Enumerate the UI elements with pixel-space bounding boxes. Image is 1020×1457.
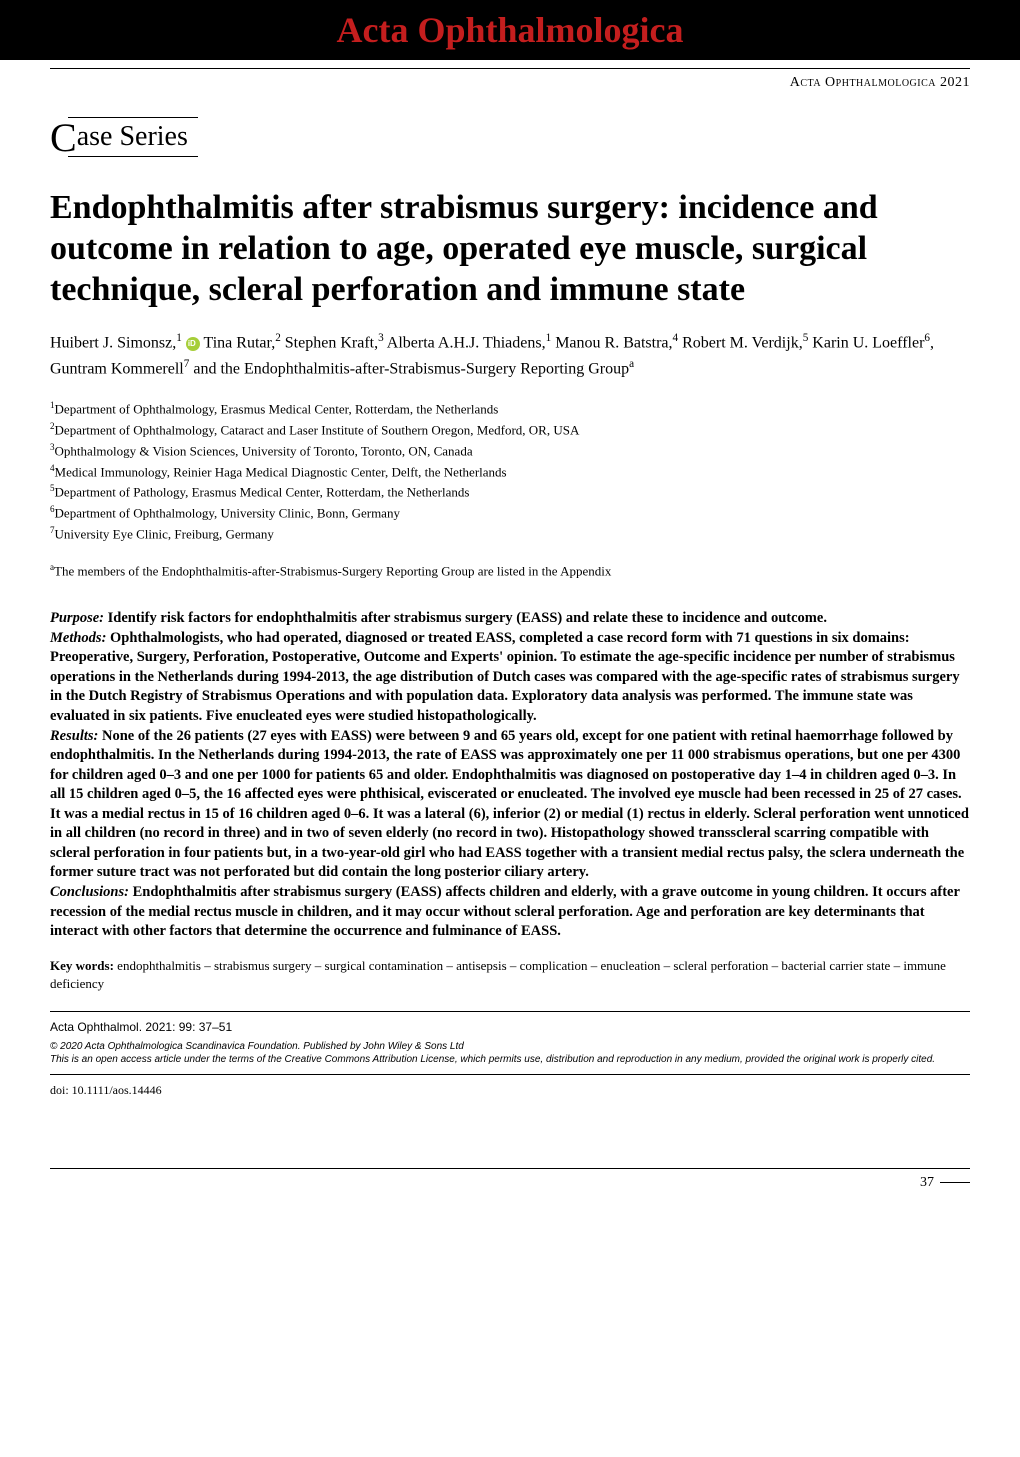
section-dropcap: C <box>50 115 77 160</box>
abstract-methods: Methods: Ophthalmologists, who had opera… <box>50 629 970 727</box>
purpose-text: Identify risk factors for endophthalmiti… <box>104 610 827 626</box>
affiliation: 1Department of Ophthalmology, Erasmus Me… <box>50 399 970 419</box>
journal-banner: Acta Ophthalmologica <box>0 0 1020 60</box>
section-rest: ase Series <box>77 121 188 152</box>
affiliation: 7University Eye Clinic, Freiburg, German… <box>50 524 970 544</box>
purpose-heading: Purpose: <box>50 610 104 626</box>
keywords-text: endophthalmitis – strabismus surgery – s… <box>50 958 946 991</box>
doi: doi: 10.1111/aos.14446 <box>50 1083 970 1098</box>
author-list: Huibert J. Simonsz,1 Tina Rutar,2 Stephe… <box>50 330 970 381</box>
copyright-line-2: This is an open access article under the… <box>50 1053 970 1066</box>
abstract-results: Results: None of the 26 patients (27 eye… <box>50 727 970 884</box>
group-note: aThe members of the Endophthalmitis-afte… <box>50 562 970 579</box>
affiliation: 5Department of Pathology, Erasmus Medica… <box>50 482 970 502</box>
article-title: Endophthalmitis after strabismus surgery… <box>50 188 970 310</box>
affiliations-block: 1Department of Ophthalmology, Erasmus Me… <box>50 399 970 544</box>
page-content: Case Series Endophthalmitis after strabi… <box>0 91 1020 1128</box>
abstract: Purpose: Identify risk factors for endop… <box>50 609 970 942</box>
abstract-conclusions: Conclusions: Endophthalmitis after strab… <box>50 883 970 942</box>
running-head: Acta Ophthalmologica 2021 <box>0 69 1020 91</box>
methods-heading: Methods: <box>50 630 106 646</box>
affiliation: 6Department of Ophthalmology, University… <box>50 503 970 523</box>
page-number: 37 <box>920 1175 970 1191</box>
affiliation: 2Department of Ophthalmology, Cataract a… <box>50 420 970 440</box>
citation-block: Acta Ophthalmol. 2021: 99: 37–51 © 2020 … <box>50 1011 970 1075</box>
banner-title: Acta Ophthalmologica <box>337 9 684 51</box>
citation: Acta Ophthalmol. 2021: 99: 37–51 <box>50 1020 970 1034</box>
abstract-purpose: Purpose: Identify risk factors for endop… <box>50 609 970 629</box>
keywords: Key words: endophthalmitis – strabismus … <box>50 957 970 993</box>
conclusions-heading: Conclusions: <box>50 884 129 900</box>
methods-text: Ophthalmologists, who had operated, diag… <box>50 630 960 724</box>
conclusions-text: Endophthalmitis after strabismus surgery… <box>50 884 960 939</box>
footer-rule: 37 <box>50 1168 970 1169</box>
results-text: None of the 26 patients (27 eyes with EA… <box>50 728 969 881</box>
section-label: Case Series <box>50 121 188 153</box>
affiliation: 3Ophthalmology & Vision Sciences, Univer… <box>50 441 970 461</box>
results-heading: Results: <box>50 728 98 744</box>
keywords-label: Key words: <box>50 958 114 973</box>
copyright-line-1: © 2020 Acta Ophthalmologica Scandinavica… <box>50 1040 970 1053</box>
affiliation: 4Medical Immunology, Reinier Haga Medica… <box>50 462 970 482</box>
